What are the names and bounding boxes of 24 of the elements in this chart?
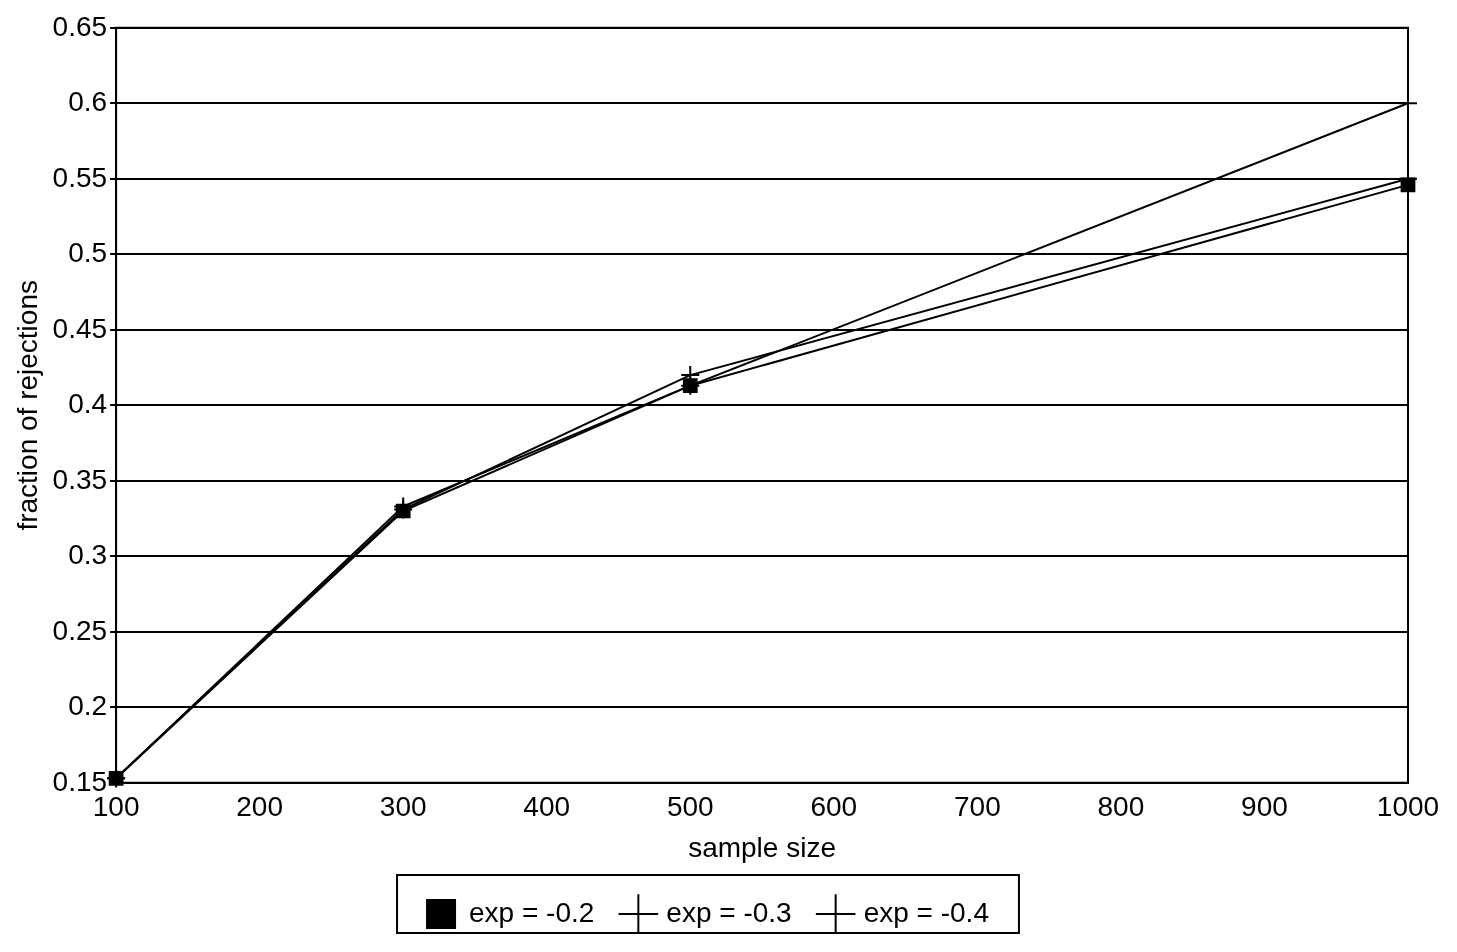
x-tick-label: 1000: [1376, 791, 1440, 823]
y-axis-title: fraction of rejections: [11, 280, 43, 531]
x-tick-label: 500: [666, 791, 714, 823]
x-tick-label: 800: [1097, 791, 1145, 823]
legend-label: exp = -0.2: [469, 896, 595, 928]
x-tick-label: 600: [810, 791, 858, 823]
x-tick-label: 400: [523, 791, 571, 823]
y-tick-label: 0.45: [52, 312, 108, 344]
y-tick-label: 0.65: [52, 10, 108, 42]
x-tick-label: 300: [379, 791, 427, 823]
legend-label: exp = -0.3: [666, 896, 792, 928]
y-tick-label: 0.2: [68, 690, 108, 722]
x-tick-label: 900: [1241, 791, 1288, 823]
y-tick-label: 0.4: [68, 388, 108, 420]
y-tick-label: 0.5: [68, 237, 108, 269]
y-tick-label: 0.55: [52, 161, 108, 193]
y-tick-label: 0.25: [52, 614, 108, 646]
y-tick-label: 0.6: [68, 86, 108, 118]
legend-label: exp = -0.4: [863, 896, 989, 928]
x-tick-label: 700: [954, 791, 1001, 823]
x-axis-title: sample size: [688, 831, 836, 863]
y-tick-label: 0.3: [68, 539, 108, 571]
x-tick-label: 200: [236, 791, 283, 823]
y-tick-label: 0.35: [52, 463, 108, 495]
